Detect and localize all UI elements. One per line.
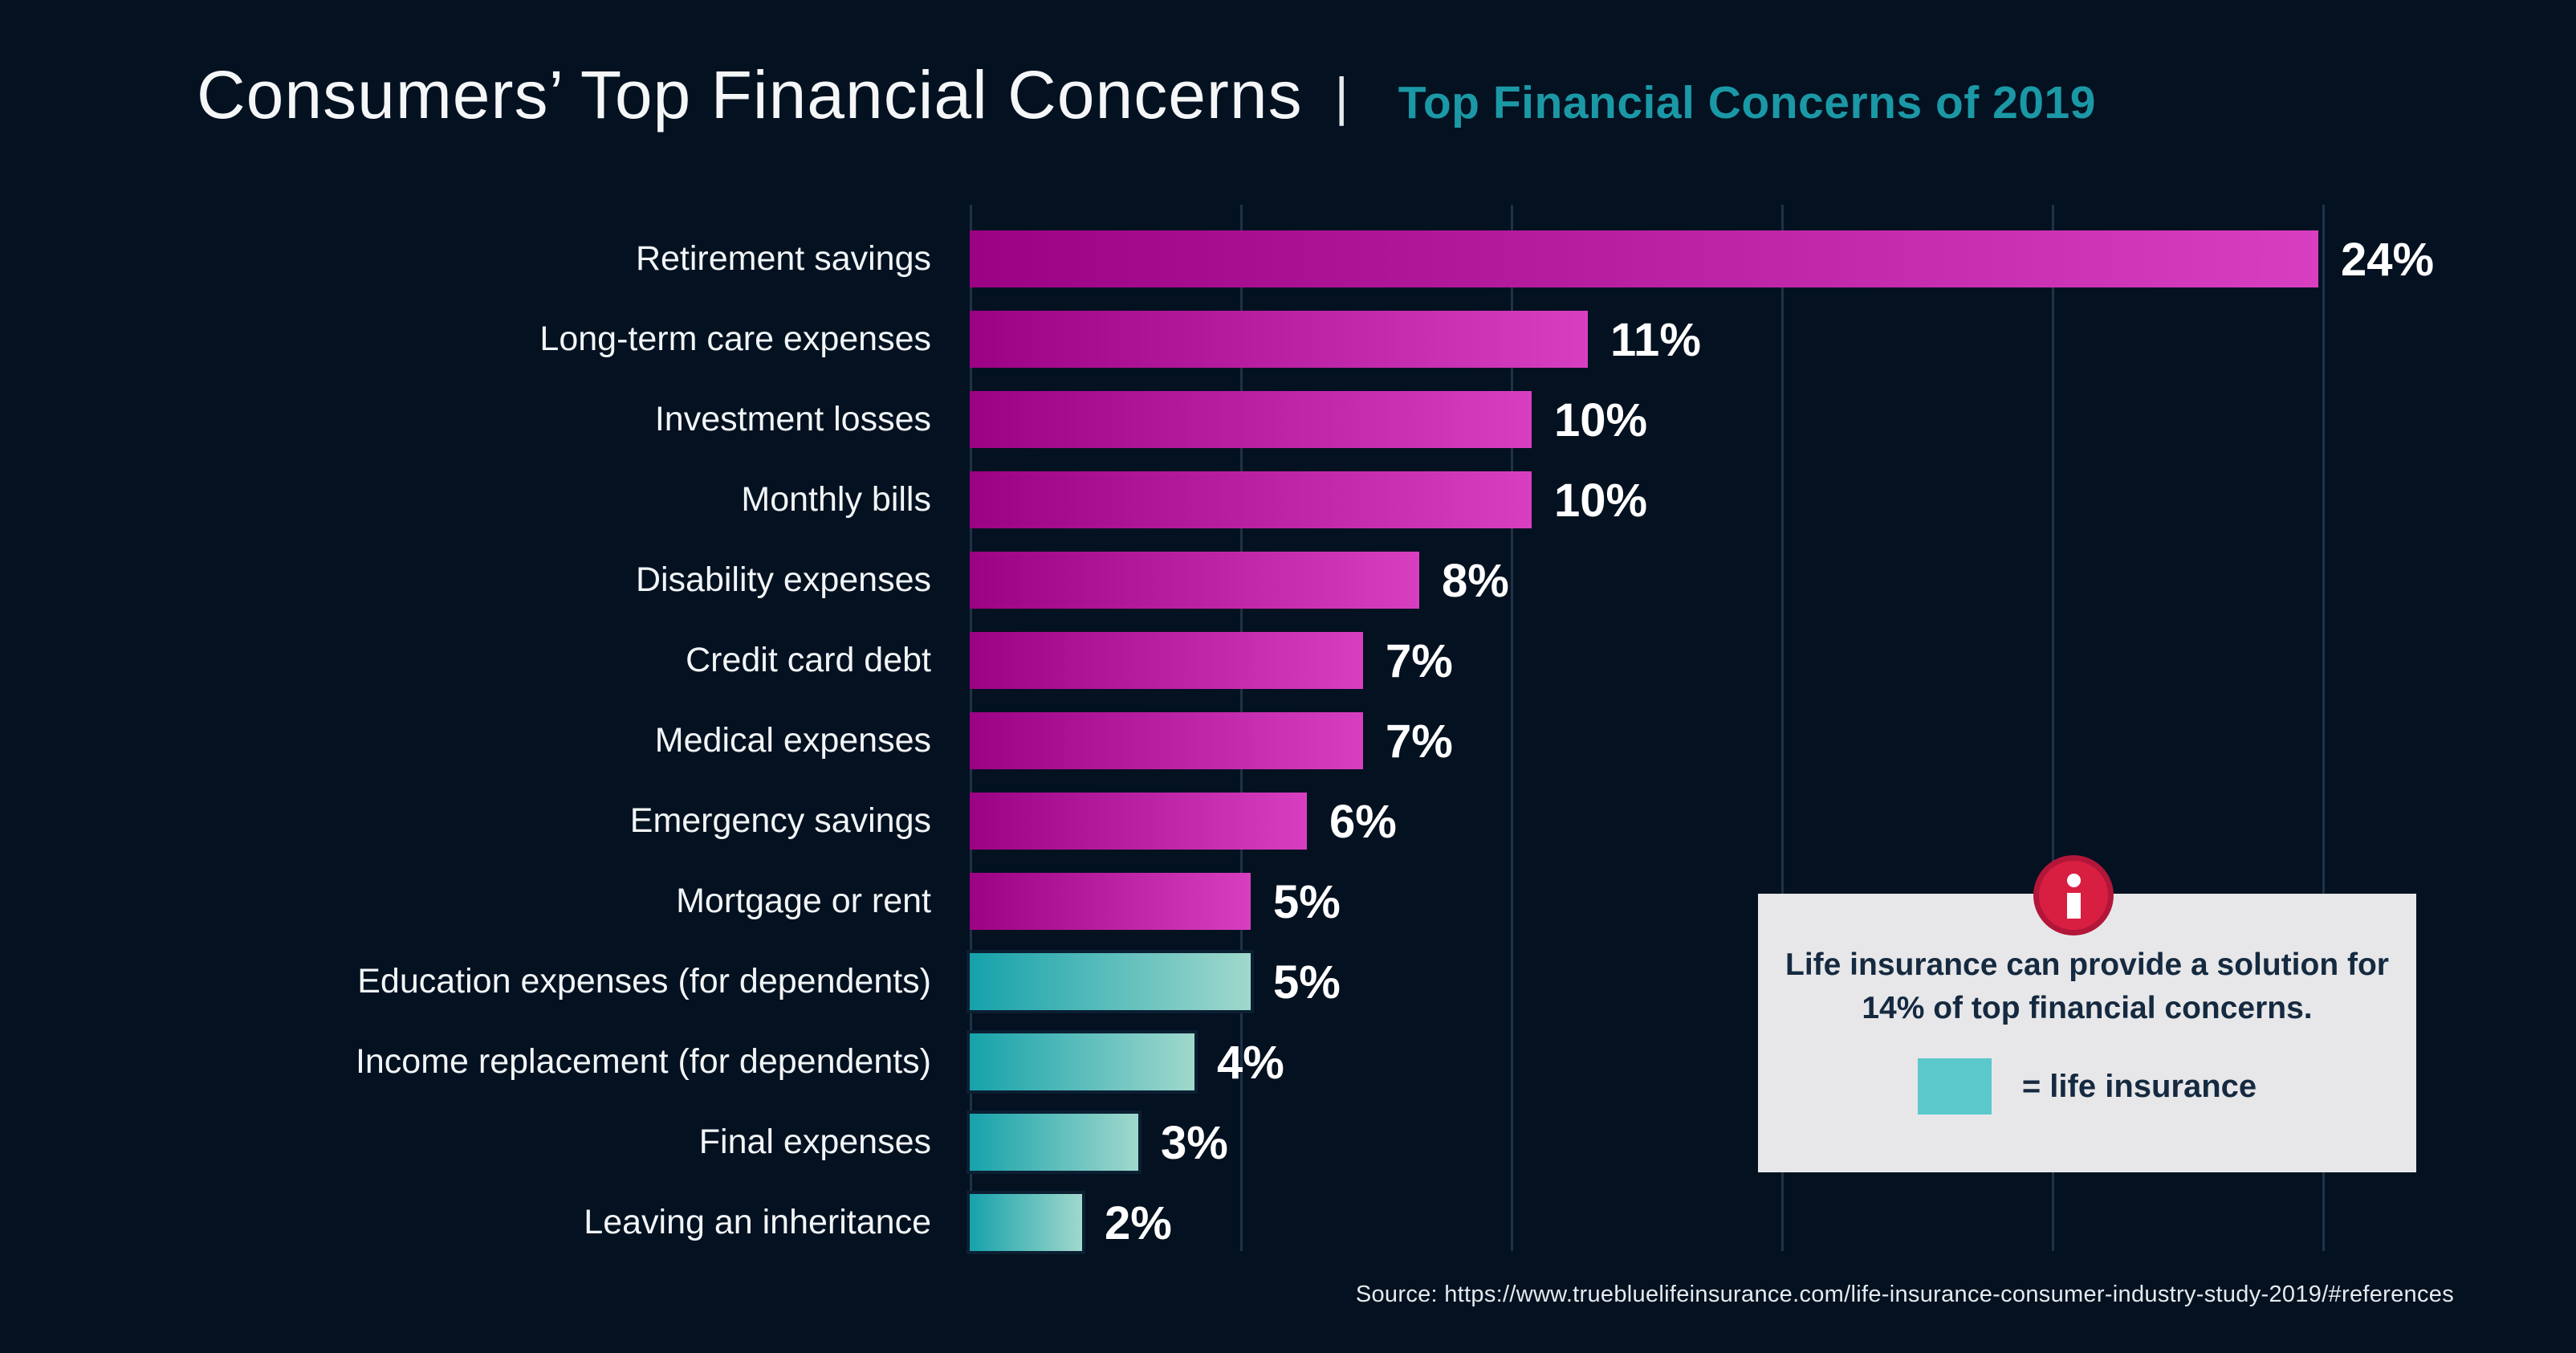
category-label: Medical expenses <box>654 721 931 760</box>
bar-general <box>970 471 1532 528</box>
title-separator: | <box>1334 67 1349 126</box>
bar-general <box>970 391 1532 448</box>
category-label: Retirement savings <box>635 239 931 278</box>
info-icon-dot <box>2066 874 2081 887</box>
source-note: Source: https://www.truebluelifeinsuranc… <box>1355 1282 2454 1307</box>
value-label: 11% <box>1610 314 1701 366</box>
category-label: Leaving an inheritance <box>584 1203 931 1241</box>
page-title: Consumers’ Top Financial Concerns <box>197 57 1303 132</box>
value-label: 6% <box>1329 796 1397 848</box>
gridline <box>1511 205 1513 1251</box>
value-label: 8% <box>1442 555 1509 607</box>
category-label: Investment losses <box>654 400 931 438</box>
category-label: Long-term care expenses <box>539 320 931 358</box>
header: Consumers’ Top Financial Concerns | Top … <box>197 56 2096 134</box>
bar-life-insurance <box>970 953 1251 1010</box>
value-label: 3% <box>1161 1117 1228 1169</box>
bar-general <box>970 311 1588 368</box>
legend-swatch-life-insurance <box>1917 1058 1992 1115</box>
value-label: 10% <box>1554 475 1648 527</box>
bar-general <box>970 712 1363 769</box>
page-subtitle: Top Financial Concerns of 2019 <box>1398 77 2096 128</box>
bar-general <box>970 552 1419 609</box>
info-box: Life insurance can provide a solution fo… <box>1758 894 2416 1172</box>
category-label: Final expenses <box>698 1123 931 1161</box>
bar-general <box>970 793 1307 850</box>
bar-general <box>970 873 1251 930</box>
gridline <box>2322 205 2325 1251</box>
gridline <box>1781 205 1784 1251</box>
info-text-line2: 14% of top financial concerns. <box>1862 991 2313 1025</box>
info-legend: = life insurance <box>1758 1058 2416 1115</box>
gridline <box>2052 205 2054 1251</box>
category-label: Disability expenses <box>635 560 931 599</box>
bar-life-insurance <box>970 1114 1138 1171</box>
value-label: 5% <box>1273 956 1341 1009</box>
legend-label: = life insurance <box>2021 1068 2257 1104</box>
info-text-line1: Life insurance can provide a solution fo… <box>1785 948 2389 982</box>
info-icon-stem <box>2066 893 2081 919</box>
bar-life-insurance <box>970 1033 1194 1090</box>
bar-general <box>970 632 1363 689</box>
info-text: Life insurance can provide a solution fo… <box>1758 943 2416 1030</box>
value-label: 4% <box>1217 1037 1284 1089</box>
category-label: Emergency savings <box>629 801 931 840</box>
value-label: 24% <box>2341 234 2435 286</box>
value-label: 5% <box>1273 876 1341 928</box>
category-label: Income replacement (for dependents) <box>355 1042 931 1081</box>
category-label: Credit card debt <box>686 641 931 679</box>
info-icon <box>2033 855 2114 935</box>
bar-general <box>970 230 2318 287</box>
category-label: Monthly bills <box>741 480 931 519</box>
value-label: 2% <box>1105 1197 1172 1249</box>
value-label: 7% <box>1386 715 1453 768</box>
value-label: 7% <box>1386 635 1453 687</box>
category-label: Mortgage or rent <box>676 882 931 920</box>
bar-life-insurance <box>970 1194 1082 1251</box>
category-label: Education expenses (for dependents) <box>357 962 931 1000</box>
value-label: 10% <box>1554 394 1648 446</box>
